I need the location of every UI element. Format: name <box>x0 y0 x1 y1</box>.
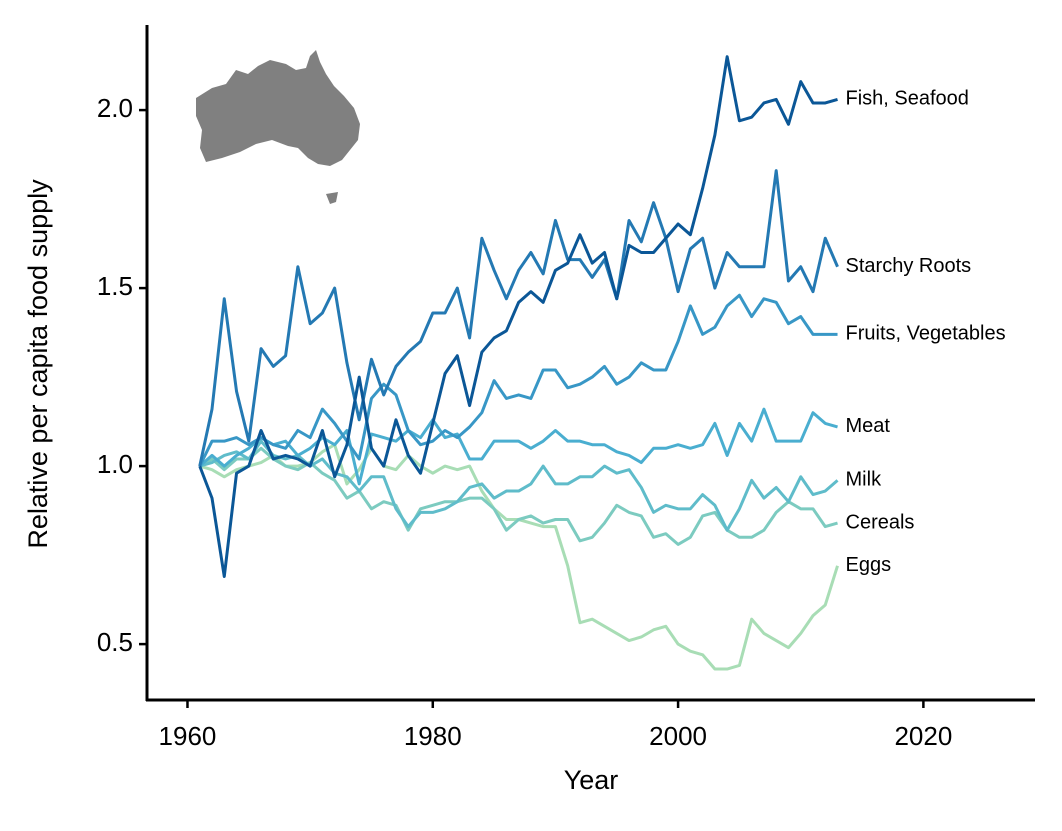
series-line <box>199 443 839 671</box>
series-label: Milk <box>846 469 883 491</box>
series-label: Fish, Seafood <box>846 88 969 110</box>
series-label: Eggs <box>846 554 892 576</box>
series-line <box>198 55 838 578</box>
y-tick-label: 1.5 <box>97 271 133 301</box>
series-line <box>198 169 839 467</box>
series-label: Fruits, Vegetables <box>846 323 1006 345</box>
y-tick-label: 1.0 <box>97 449 133 479</box>
series-line <box>198 293 838 467</box>
series-label: Meat <box>846 415 891 437</box>
x-tick-label: 1960 <box>159 721 217 751</box>
x-tick-label: 1980 <box>404 721 462 751</box>
x-tick-label: 2020 <box>894 721 952 751</box>
series-line <box>198 407 838 486</box>
series-line <box>198 446 838 546</box>
x-tick-label: 2000 <box>649 721 707 751</box>
y-tick-label: 2.0 <box>97 93 133 123</box>
y-tick-label: 0.5 <box>97 627 133 657</box>
australia-map <box>196 50 360 204</box>
series-label: Starchy Roots <box>846 255 972 277</box>
y-axis-title: Relative per capita food supply <box>23 179 53 549</box>
series-label: Cereals <box>846 511 915 533</box>
x-axis-title: Year <box>564 765 619 795</box>
